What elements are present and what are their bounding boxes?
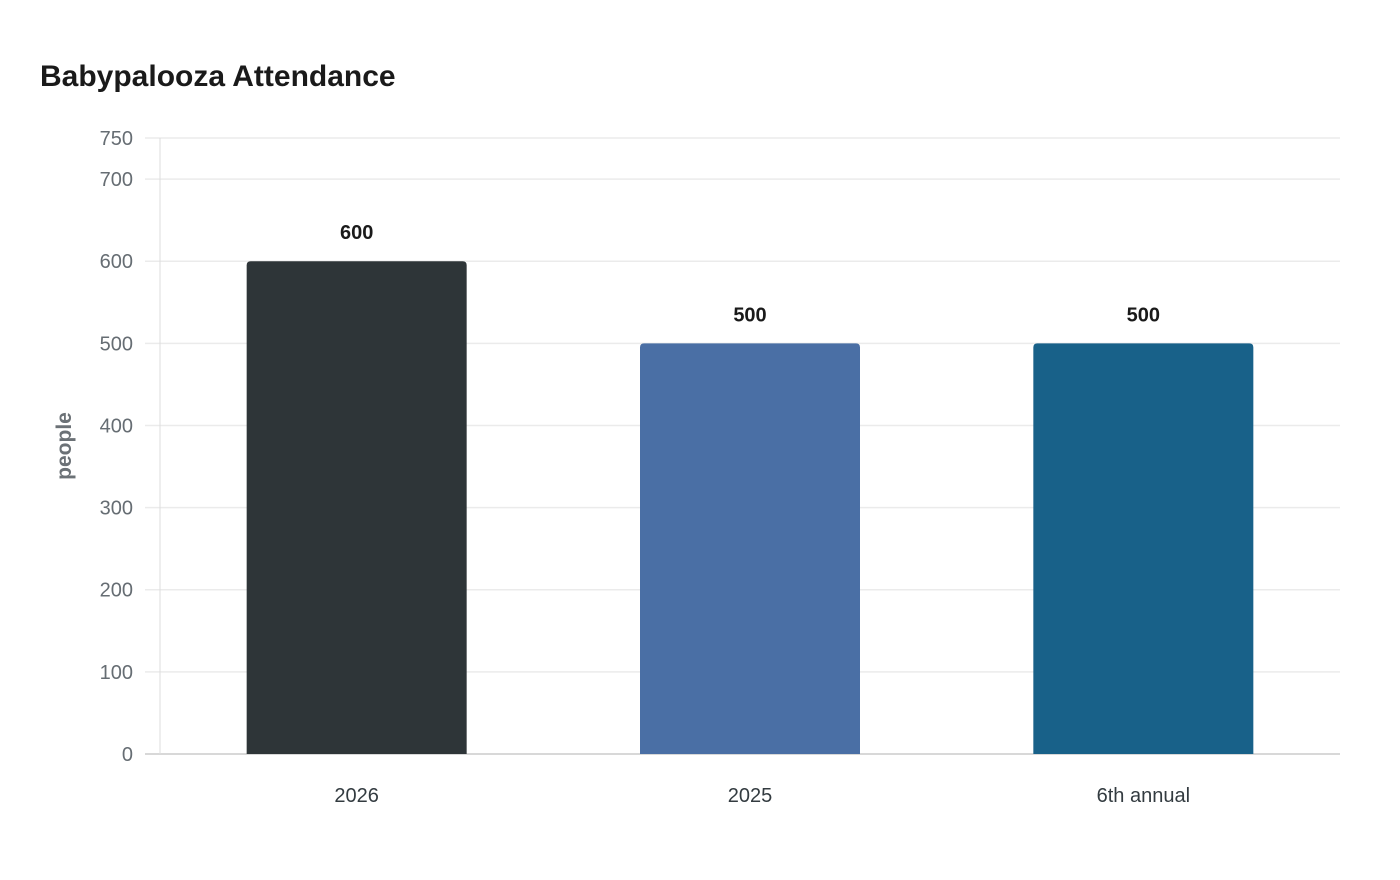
y-tick-label: 500 bbox=[100, 333, 133, 355]
x-tick-label: 6th annual bbox=[1097, 785, 1190, 807]
y-tick-label: 0 bbox=[122, 744, 133, 766]
data-label: 500 bbox=[1127, 304, 1160, 326]
x-tick-label: 2026 bbox=[334, 785, 379, 807]
data-label: 500 bbox=[733, 304, 766, 326]
y-axis-label: people bbox=[53, 412, 76, 480]
y-tick-label: 200 bbox=[100, 580, 133, 602]
y-tick-label: 700 bbox=[100, 169, 133, 191]
y-tick-label: 400 bbox=[100, 415, 133, 437]
y-tick-label: 600 bbox=[100, 251, 133, 273]
bar-2025 bbox=[640, 343, 860, 754]
bar-2026 bbox=[246, 261, 467, 754]
y-tick-label: 100 bbox=[100, 662, 133, 684]
bar-6th-annual bbox=[1033, 343, 1254, 754]
x-tick-label: 2025 bbox=[728, 785, 773, 807]
y-tick-label: 750 bbox=[100, 128, 133, 150]
data-label: 600 bbox=[340, 222, 373, 244]
chart-title: Babypalooza Attendance bbox=[40, 60, 396, 93]
y-tick-label: 300 bbox=[100, 498, 133, 520]
